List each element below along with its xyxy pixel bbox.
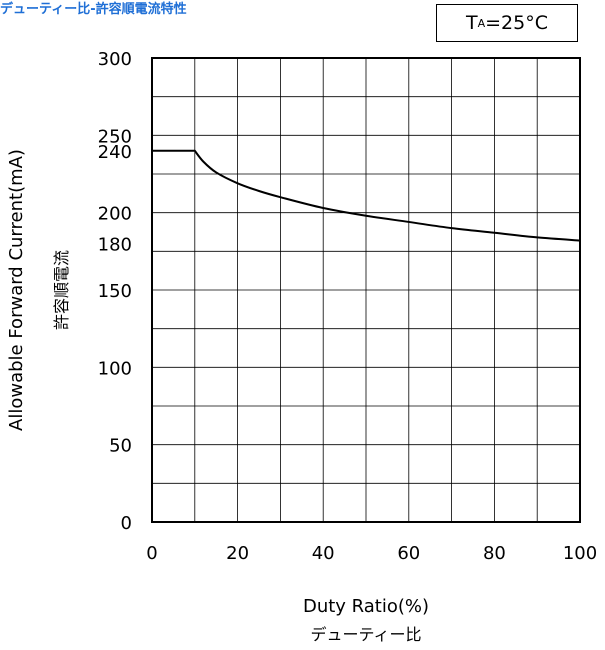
y-tick-label: 250: [98, 126, 132, 147]
series-line: [152, 149, 581, 242]
x-tick-label: 80: [483, 543, 506, 564]
x-tick-label: 0: [146, 543, 157, 564]
y-tick-label: 200: [98, 204, 132, 225]
x-tick-label: 20: [226, 543, 249, 564]
x-tick-label: 100: [563, 543, 597, 564]
x-tick-label: 60: [397, 543, 420, 564]
y-tick-label: 100: [98, 358, 132, 379]
x-axis-sublabel: デューティー比: [310, 625, 421, 644]
y-tick-label: 240: [98, 142, 132, 163]
x-tick-label: 40: [312, 543, 335, 564]
y-axis-sublabel: 許容順電流: [52, 250, 71, 330]
y-tick-label: 150: [98, 281, 132, 302]
condition-box: T A =25°C: [436, 4, 578, 42]
plot-frame: [151, 57, 581, 523]
y-tick-label: 300: [98, 49, 132, 70]
x-axis-label: Duty Ratio(%): [303, 596, 429, 617]
condition-value: =25°C: [485, 12, 548, 34]
y-tick-label: 180: [98, 235, 132, 256]
grid-lines: [152, 58, 580, 522]
page-title: デューティー比-許容順電流特性: [0, 2, 187, 17]
condition-symbol: T: [465, 12, 478, 34]
y-axis-label: Allowable Forward Current(mA): [6, 149, 27, 431]
y-tick-label: 0: [121, 513, 132, 534]
y-tick-label: 50: [109, 436, 132, 457]
condition-subscript: A: [477, 16, 486, 30]
